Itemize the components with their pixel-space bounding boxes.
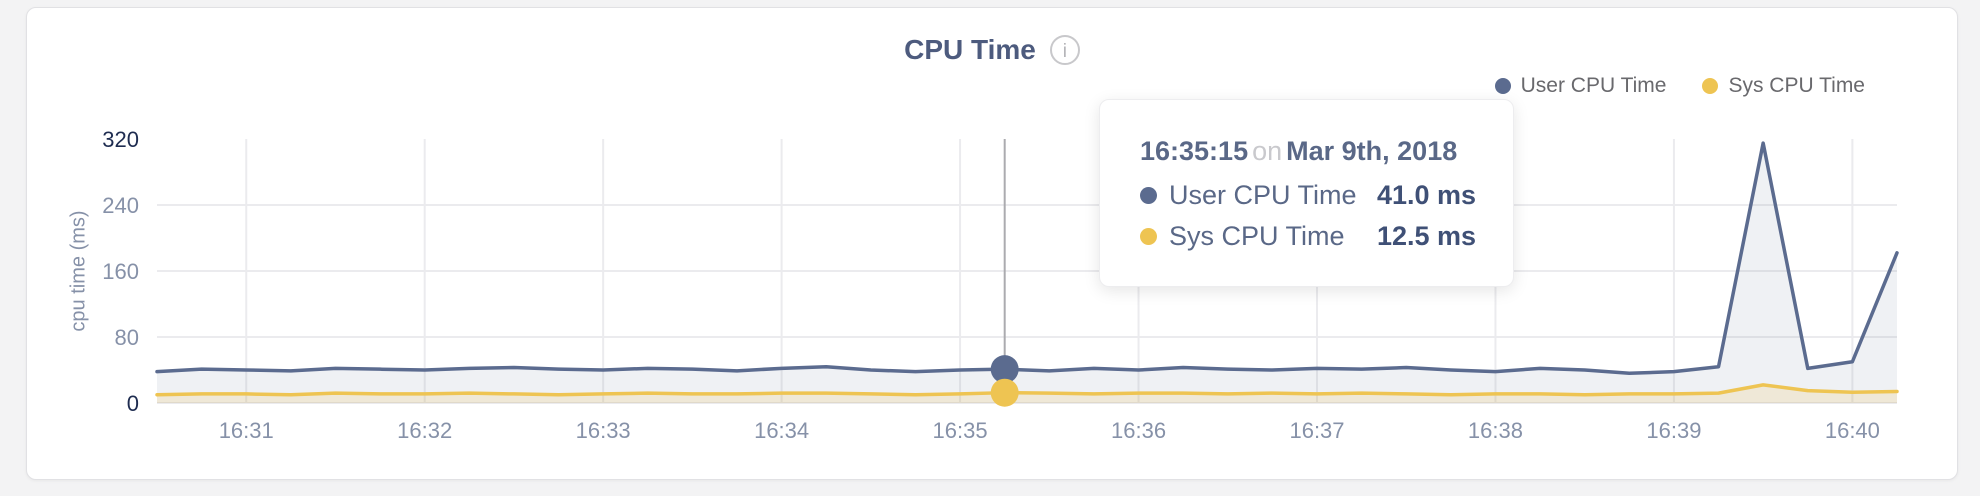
tooltip-conjunction: on [1252, 136, 1283, 166]
x-tick-label: 16:33 [576, 418, 631, 443]
sys-cpu-hover-dot-icon [990, 378, 1019, 407]
user-cpu-area [157, 143, 1897, 403]
tooltip-date: Mar 9th, 2018 [1286, 136, 1458, 166]
x-tick-label: 16:32 [397, 418, 452, 443]
x-tick-label: 16:40 [1825, 418, 1880, 443]
tooltip-time: 16:35:15 [1140, 136, 1249, 166]
info-icon[interactable]: i [1049, 35, 1080, 65]
tooltip-timestamp: 16:35:15 on Mar 9th, 2018 [1140, 132, 1513, 170]
sys-series-dot-icon [1140, 228, 1157, 245]
legend-label-sys: Sys CPU Time [1728, 74, 1865, 97]
sys-cpu-line [155, 383, 1899, 397]
x-tick-label: 16:36 [1111, 418, 1166, 443]
user-series-dot-icon [1140, 187, 1157, 204]
tooltip-value-sys: 12.5 ms [1377, 221, 1477, 251]
tooltip-value-user: 41.0 ms [1377, 180, 1477, 210]
sys-series-swatch-icon [1702, 78, 1719, 94]
user-cpu-hover-dot-icon [990, 355, 1019, 384]
x-tick-label: 16:37 [1289, 418, 1344, 443]
legend-label-user: User CPU Time [1520, 74, 1667, 97]
chart-tooltip: 16:35:15 on Mar 9th, 2018 User CPU Time 41… [1099, 99, 1514, 287]
legend-item-user-cpu[interactable]: User CPU Time [1494, 74, 1667, 98]
tooltip-row-user: User CPU Time 41.0 ms [1140, 180, 1513, 211]
user-cpu-line [155, 141, 1899, 376]
y-tick-label: 240 [102, 193, 139, 218]
cpu-time-card: CPU Time i User CPU Time Sys CPU Time cp… [26, 7, 1958, 480]
y-tick-label: 160 [102, 259, 139, 284]
tooltip-label-sys: Sys CPU Time [1169, 221, 1345, 251]
tooltip-label-user: User CPU Time [1169, 180, 1357, 210]
legend-item-sys-cpu[interactable]: Sys CPU Time [1702, 74, 1865, 98]
y-tick-label: 80 [115, 325, 139, 350]
chart-header: CPU Time i [27, 34, 1957, 66]
chart-legend: User CPU Time Sys CPU Time [1494, 74, 1865, 98]
cpu-time-chart-plot[interactable]: 0 80 160 240 320 16:31 16:32 16:33 16:34 16:35 16:… [27, 8, 1957, 479]
user-series-swatch-icon [1494, 78, 1511, 94]
chart-title: CPU Time [904, 34, 1036, 65]
x-tick-label: 16:34 [754, 418, 809, 443]
x-tick-label: 16:35 [933, 418, 988, 443]
y-tick-label: 320 [102, 127, 139, 152]
tooltip-row-sys: Sys CPU Time 12.5 ms [1140, 221, 1513, 252]
x-tick-label: 16:31 [219, 418, 274, 443]
y-tick-label: 0 [127, 391, 139, 416]
x-tick-label: 16:39 [1646, 418, 1701, 443]
x-tick-label: 16:38 [1468, 418, 1523, 443]
